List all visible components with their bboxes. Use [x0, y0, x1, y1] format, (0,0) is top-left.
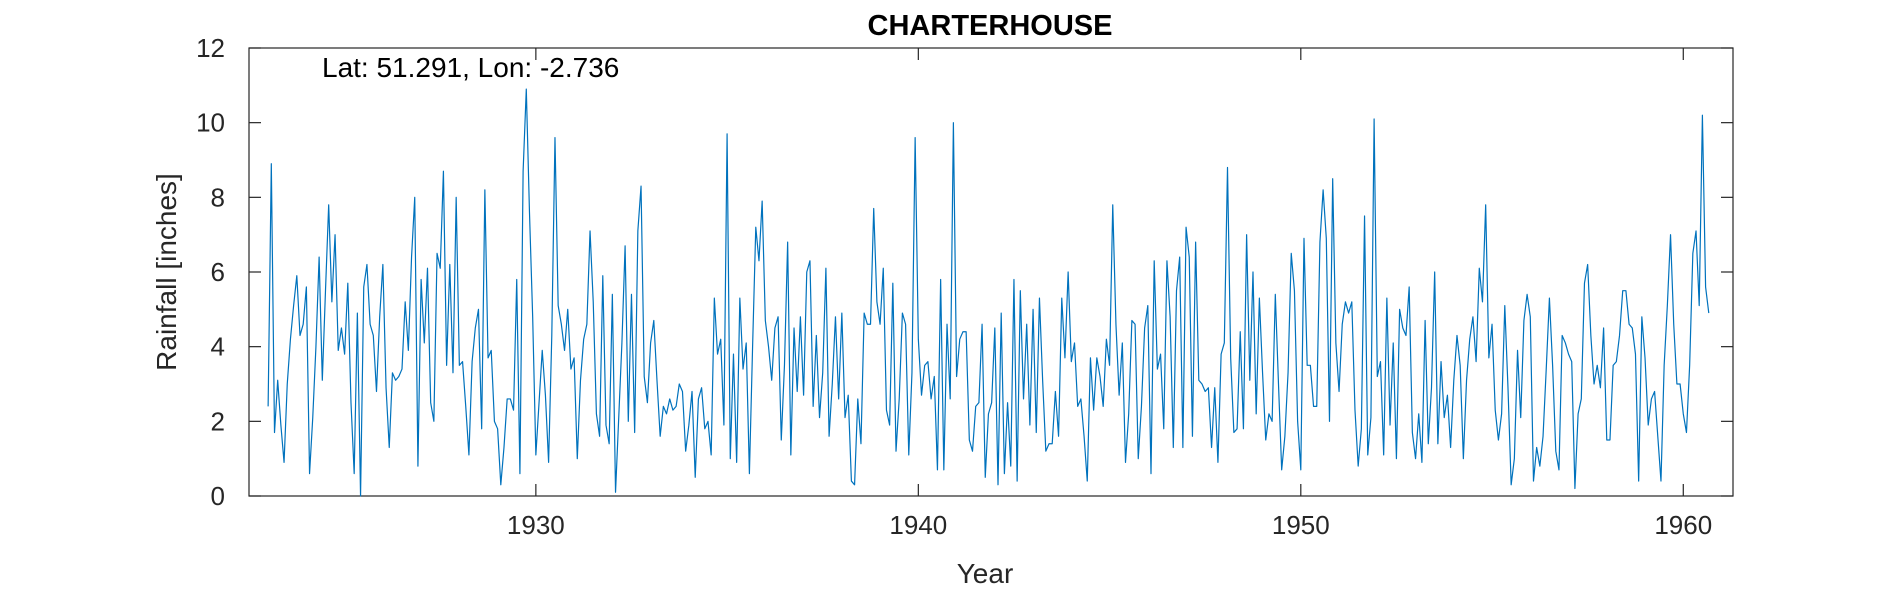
y-tick-label-6: 6 — [211, 257, 225, 287]
x-axis-label: Year — [957, 558, 1014, 589]
y-axis: 0 2 4 6 8 10 12 — [196, 33, 1733, 511]
x-axis: 1930 1940 1950 1960 — [507, 48, 1712, 540]
y-tick-label-4: 4 — [211, 332, 225, 362]
y-tick-label-0: 0 — [211, 481, 225, 511]
x-tick-label-1960: 1960 — [1654, 510, 1712, 540]
x-tick-label-1940: 1940 — [889, 510, 947, 540]
rainfall-series-line — [267, 88, 1710, 497]
y-tick-label-12: 12 — [196, 33, 225, 63]
y-tick-label-8: 8 — [211, 182, 225, 212]
y-tick-label-10: 10 — [196, 108, 225, 138]
y-axis-label: Rainfall [inches] — [151, 173, 182, 371]
y-tick-label-2: 2 — [211, 406, 225, 436]
station-coordinates-annotation: Lat: 51.291, Lon: -2.736 — [322, 52, 619, 83]
x-tick-label-1950: 1950 — [1272, 510, 1330, 540]
chart-title: CHARTERHOUSE — [868, 10, 1113, 42]
plot-area-box — [248, 47, 1734, 497]
x-tick-label-1930: 1930 — [507, 510, 565, 540]
